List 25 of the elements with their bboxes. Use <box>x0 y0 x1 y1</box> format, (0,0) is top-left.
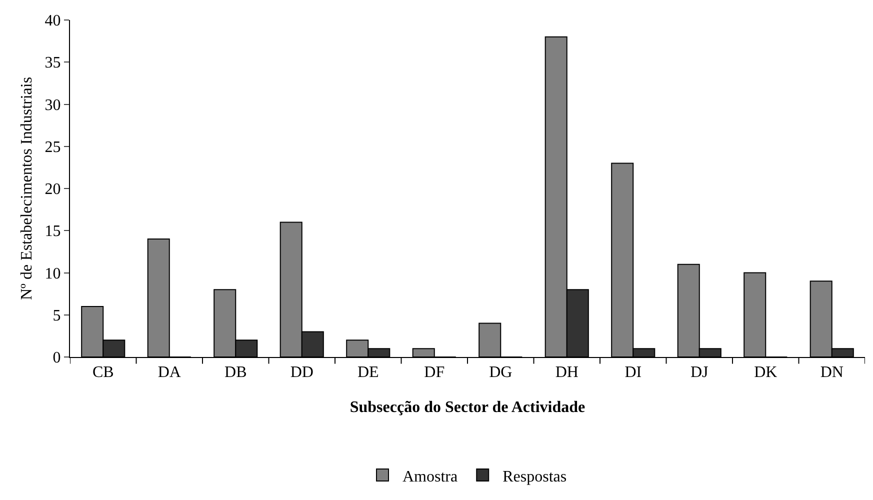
x-tick-label: DI <box>624 364 642 382</box>
y-axis-title: Nº de Estabelecimentos Industriais <box>18 76 36 300</box>
x-tick-label: DJ <box>690 364 708 382</box>
y-tick-label: 5 <box>52 307 61 324</box>
x-tick-label: DB <box>224 364 247 382</box>
x-tick-label: DA <box>158 364 182 382</box>
legend-label: Respostas <box>502 468 567 486</box>
x-tick-label: DE <box>357 364 379 382</box>
y-tick-label: 35 <box>44 54 61 72</box>
x-tick-label: DD <box>290 364 314 382</box>
y-tick-label: 20 <box>44 181 61 198</box>
x-tick-label: DF <box>424 364 445 382</box>
x-axis-title: Subsecção do Sector de Actividade <box>350 398 586 416</box>
y-tick-label: 25 <box>44 138 61 156</box>
y-tick-label: 10 <box>44 265 61 282</box>
legend-label: Amostra <box>402 468 458 486</box>
x-tick-label: DH <box>555 364 579 382</box>
y-tick-label: 40 <box>44 12 61 30</box>
y-tick-label: 0 <box>52 350 61 367</box>
y-tick-label: 15 <box>44 223 61 240</box>
x-tick-label: DG <box>489 364 513 382</box>
x-tick-label: DK <box>754 364 778 382</box>
x-tick-label: CB <box>92 364 114 382</box>
x-tick-label: DN <box>820 364 844 382</box>
y-tick-label: 30 <box>44 96 61 114</box>
